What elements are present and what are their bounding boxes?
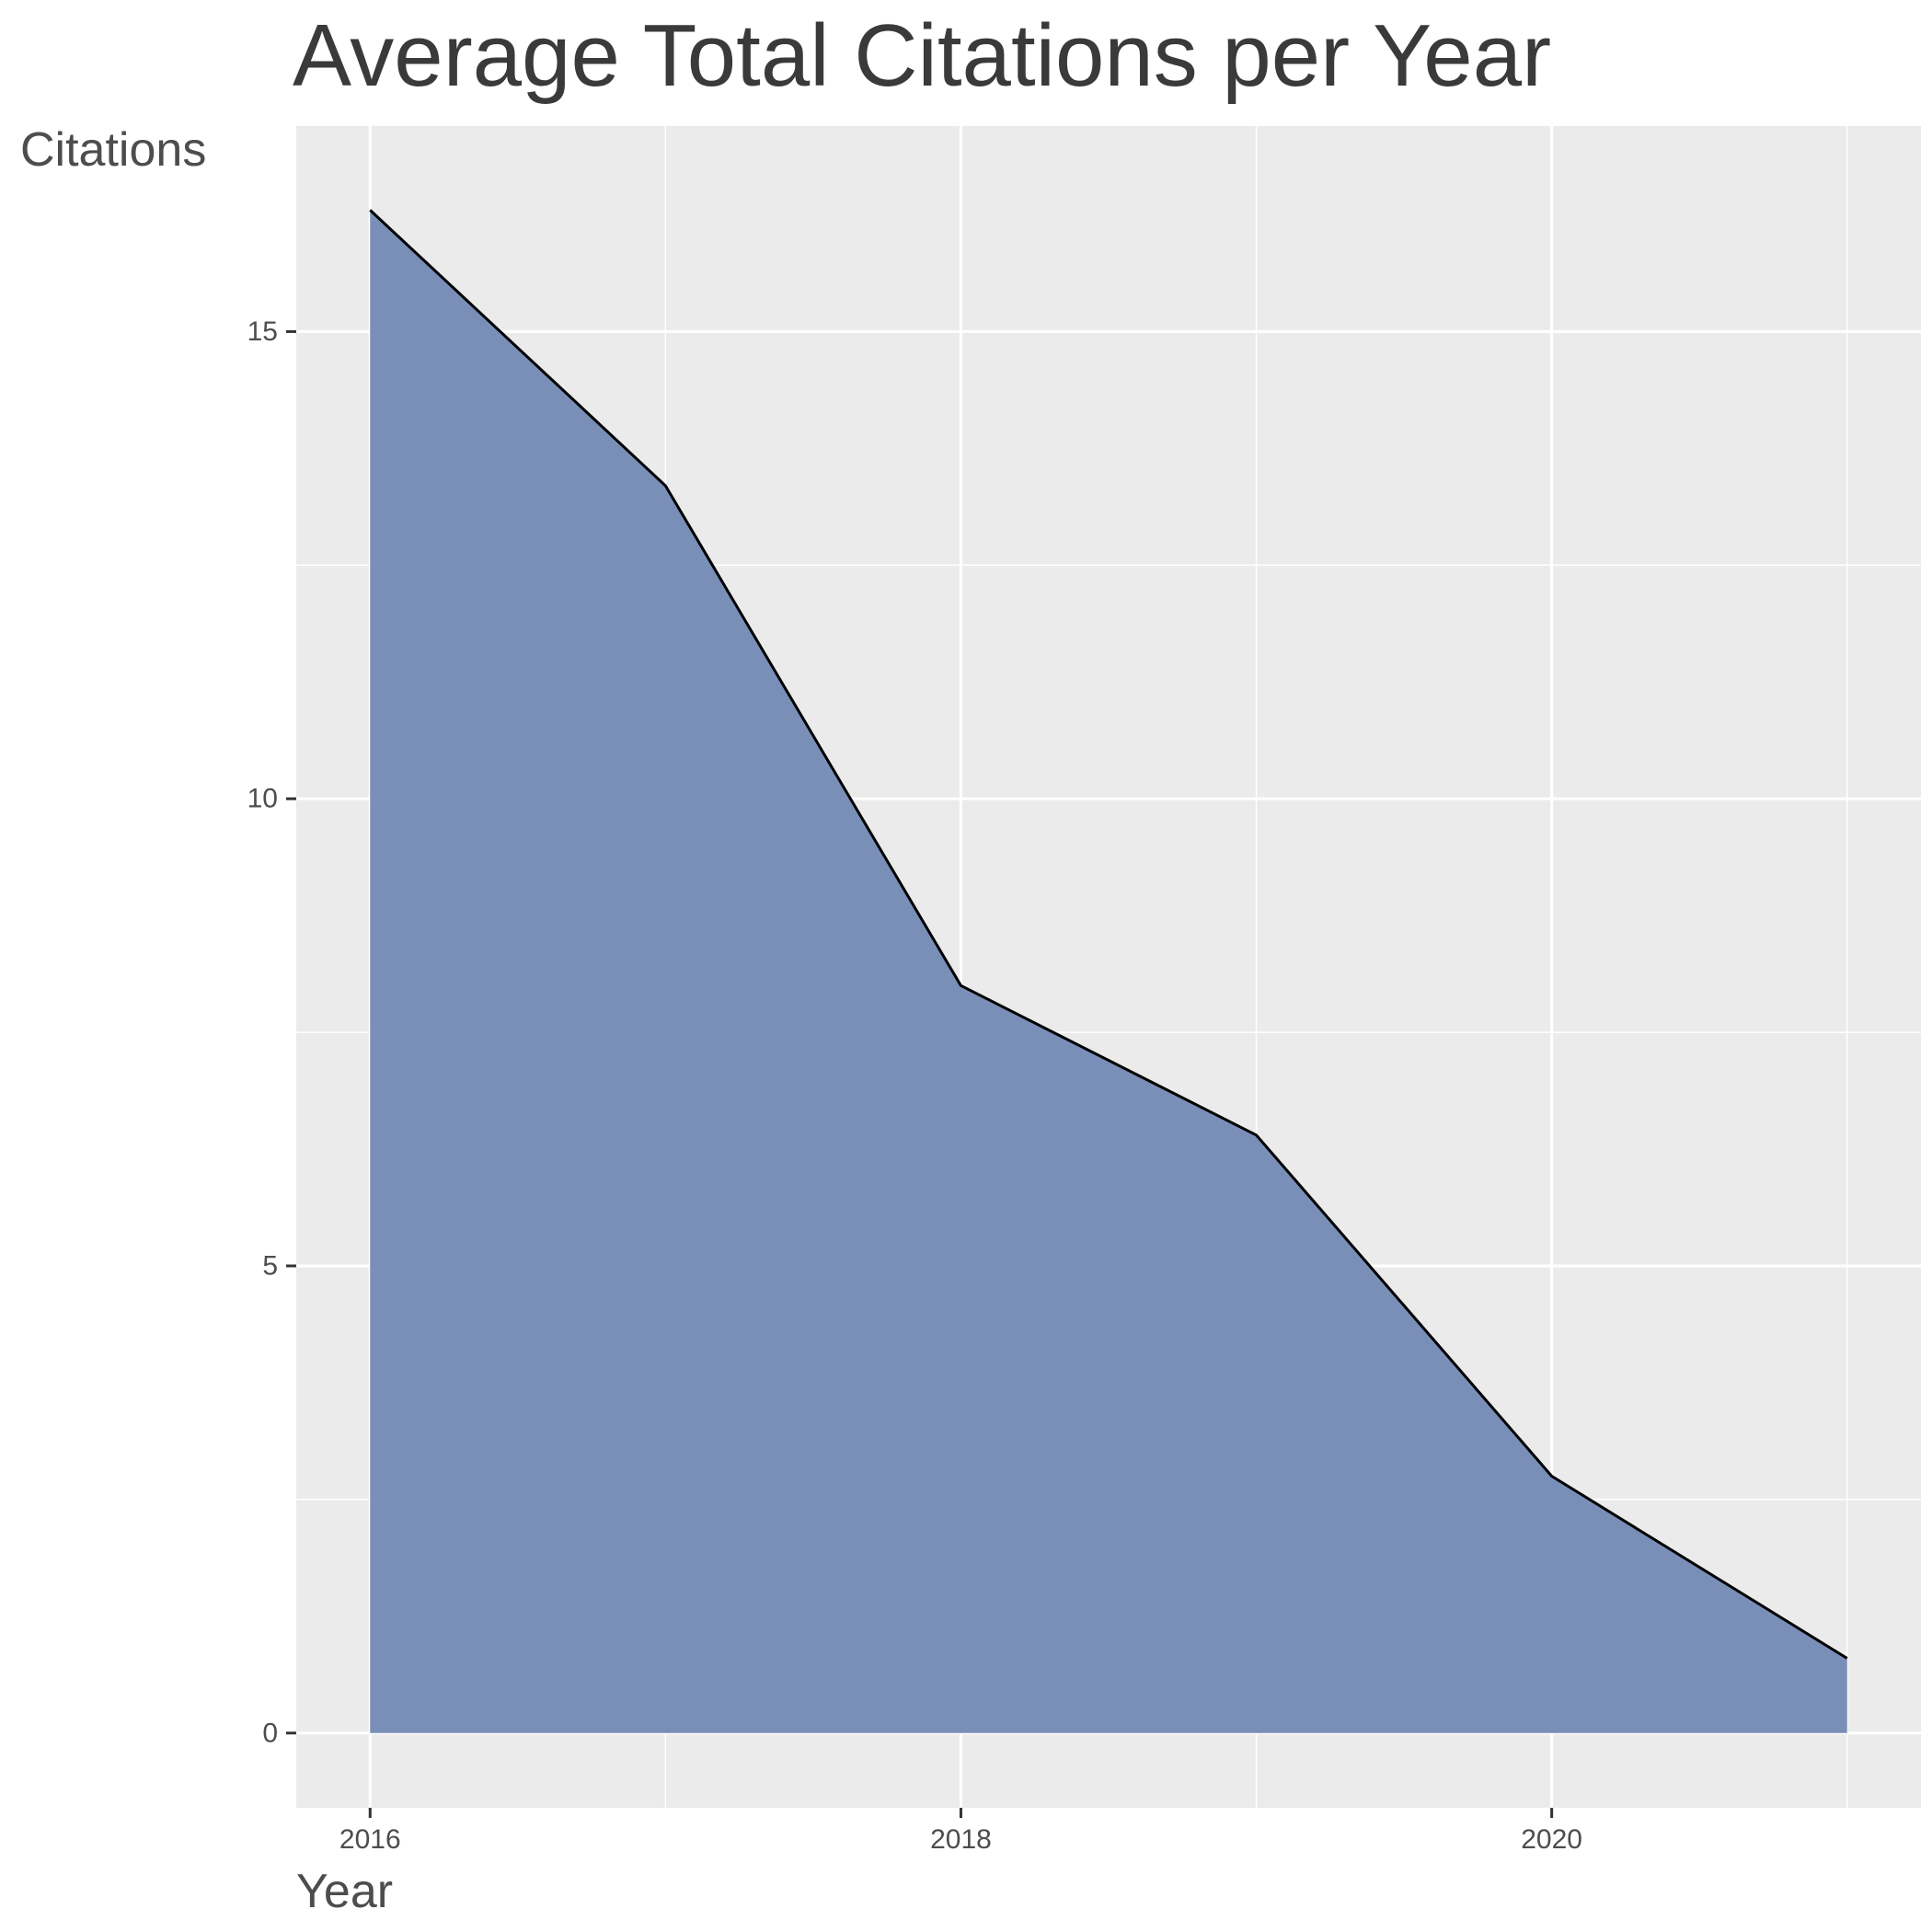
series-line: [369, 209, 1848, 1660]
x-axis: 2016 2018 2020: [339, 1808, 1582, 1855]
y-tick-label: 15: [247, 316, 278, 347]
y-axis-title: Citations: [20, 123, 206, 177]
y-tick-label: 5: [262, 1250, 278, 1281]
x-tick-label: 2016: [339, 1824, 401, 1855]
y-tick-label: 0: [262, 1718, 278, 1748]
chart-title: Average Total Citations per Year: [293, 6, 1552, 105]
x-tick-label: 2018: [930, 1824, 992, 1855]
y-tick-label: 10: [247, 784, 278, 814]
y-axis: 0 5 10 15: [247, 316, 296, 1748]
area-fill: [370, 210, 1847, 1733]
x-tick-label: 2020: [1521, 1824, 1582, 1855]
x-axis-title: Year: [296, 1865, 393, 1918]
